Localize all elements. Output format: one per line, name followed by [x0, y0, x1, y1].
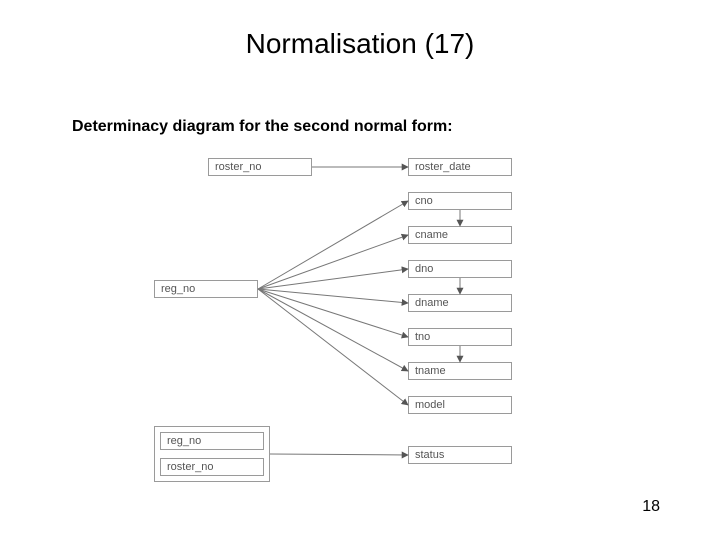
edge-reg_no_mid-cname [258, 235, 408, 289]
node-dname: dname [408, 294, 512, 312]
page-title: Normalisation (17) [0, 28, 720, 60]
node-reg_no_mid: reg_no [154, 280, 258, 298]
edge-reg_no_mid-tname [258, 289, 408, 371]
page-number: 18 [642, 498, 660, 516]
node-status: status [408, 446, 512, 464]
determinacy-diagram: roster_no roster_datecno cname dno reg_nodna… [150, 152, 570, 492]
node-tname: tname [408, 362, 512, 380]
node-model: model [408, 396, 512, 414]
edge-group-status [270, 454, 408, 455]
edge-reg_no_mid-cno [258, 201, 408, 289]
node-cno: cno [408, 192, 512, 210]
node-cname: cname [408, 226, 512, 244]
edge-reg_no_mid-dname [258, 289, 408, 303]
node-dno: dno [408, 260, 512, 278]
subtitle: Determinacy diagram for the second norma… [72, 118, 453, 136]
edge-reg_no_mid-model [258, 289, 408, 405]
edge-reg_no_mid-dno [258, 269, 408, 289]
composite-key-group [154, 426, 270, 482]
node-roster_no_top: roster_no [208, 158, 312, 176]
edge-reg_no_mid-tno [258, 289, 408, 337]
node-roster_date: roster_date [408, 158, 512, 176]
node-tno: tno [408, 328, 512, 346]
slide: Normalisation (17) Determinacy diagram f… [0, 0, 720, 540]
